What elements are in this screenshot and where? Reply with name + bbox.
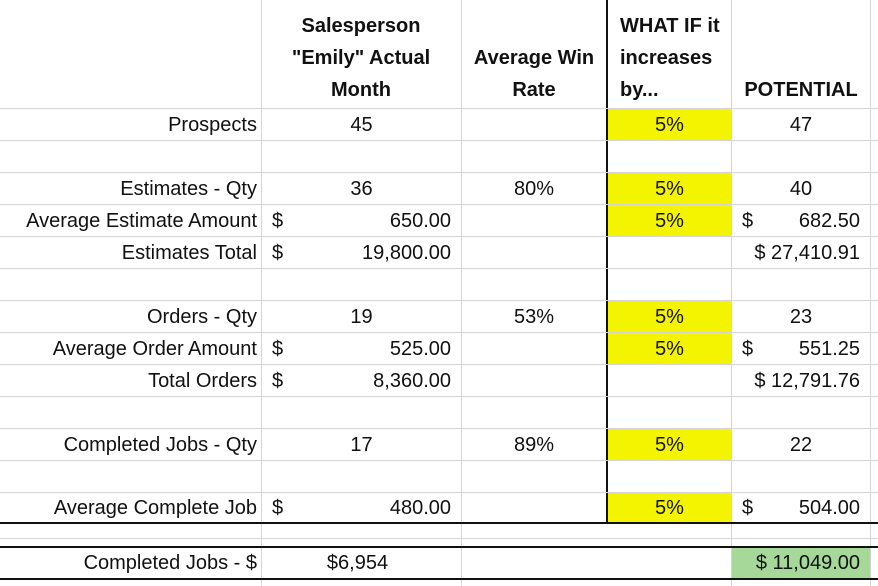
- row-label-avg-order[interactable]: Average Order Amount: [52, 337, 257, 360]
- currency-symbol: $: [272, 241, 284, 264]
- currency-symbol: $: [742, 337, 754, 360]
- row-label-estimates-qty[interactable]: Estimates - Qty: [120, 177, 257, 200]
- header-line: Rate: [512, 79, 556, 101]
- estimates-total-actual-cell[interactable]: $ 19,800.00: [262, 237, 461, 268]
- header-what-if: WHAT IF it increases by...: [608, 12, 731, 108]
- total-orders-actual: 8,360.00: [373, 369, 451, 392]
- row-label-avg-estimate[interactable]: Average Estimate Amount: [26, 209, 257, 232]
- row-divider: [0, 332, 878, 333]
- header-line: POTENTIAL: [744, 79, 858, 101]
- estimates-qty-winrate[interactable]: 80%: [513, 177, 555, 200]
- prospects-potential[interactable]: 47: [789, 113, 813, 136]
- column-divider: [731, 0, 732, 586]
- estimates-total-potential[interactable]: $ 27,410.91: [754, 241, 860, 264]
- currency-symbol: $: [272, 337, 284, 360]
- summary-top-border: [0, 546, 878, 548]
- completed-qty-potential[interactable]: 22: [789, 433, 813, 456]
- avg-estimate-whatif[interactable]: 5%: [608, 205, 731, 236]
- row-divider: [0, 300, 878, 301]
- row-divider: [0, 172, 878, 173]
- prospects-whatif[interactable]: 5%: [608, 109, 731, 140]
- orders-qty-whatif[interactable]: 5%: [608, 301, 731, 332]
- row-divider: [0, 428, 878, 429]
- header-line: increases: [620, 47, 713, 69]
- avg-estimate-potential-cell[interactable]: $ 682.50: [732, 205, 870, 236]
- orders-qty-actual[interactable]: 19: [350, 305, 373, 328]
- total-orders-actual-cell[interactable]: $ 8,360.00: [262, 365, 461, 396]
- column-divider: [261, 0, 262, 586]
- row-label-total-orders[interactable]: Total Orders: [148, 369, 257, 392]
- orders-qty-winrate[interactable]: 53%: [513, 305, 555, 328]
- prospects-actual[interactable]: 45: [350, 113, 373, 136]
- row-divider: [0, 108, 878, 109]
- avg-estimate-actual: 650.00: [389, 209, 451, 232]
- completed-qty-actual[interactable]: 17: [350, 433, 373, 456]
- row-label-prospects[interactable]: Prospects: [168, 113, 257, 136]
- avg-estimate-potential: 682.50: [798, 209, 860, 232]
- row-divider: [0, 204, 878, 205]
- row-label-completed-dollars[interactable]: Completed Jobs - $: [83, 552, 257, 574]
- currency-symbol: $: [272, 496, 284, 519]
- row-divider: [0, 492, 878, 493]
- currency-symbol: $: [742, 209, 754, 232]
- header-line: WHAT IF it: [620, 15, 720, 37]
- row-divider: [0, 364, 878, 365]
- currency-symbol: $: [742, 496, 754, 519]
- row-label-estimates-total[interactable]: Estimates Total: [121, 241, 257, 264]
- completed-qty-whatif[interactable]: 5%: [608, 429, 731, 460]
- estimates-qty-actual[interactable]: 36: [350, 177, 373, 200]
- header-average-win-rate: Average Win Rate: [462, 12, 606, 108]
- row-label-orders-qty[interactable]: Orders - Qty: [146, 305, 257, 328]
- row-label-completed-qty[interactable]: Completed Jobs - Qty: [63, 433, 257, 456]
- avg-complete-actual-cell[interactable]: $ 480.00: [262, 493, 461, 522]
- estimates-qty-whatif[interactable]: 5%: [608, 173, 731, 204]
- avg-order-actual-cell[interactable]: $ 525.00: [262, 333, 461, 364]
- orders-qty-potential[interactable]: 23: [789, 305, 813, 328]
- header-line: Average Win: [473, 47, 595, 69]
- row-divider: [0, 140, 878, 141]
- summary-bottom-border: [0, 578, 878, 580]
- row-divider: [0, 268, 878, 269]
- header-line: Salesperson: [301, 15, 421, 37]
- header-line: Month: [331, 79, 391, 101]
- avg-order-whatif[interactable]: 5%: [608, 333, 731, 364]
- avg-order-potential: 551.25: [798, 337, 860, 360]
- completed-dollars-actual[interactable]: $6,954: [326, 552, 389, 574]
- header-actual-month: Salesperson "Emily" Actual Month: [261, 12, 461, 108]
- estimates-qty-potential[interactable]: 40: [789, 177, 813, 200]
- avg-estimate-actual-cell[interactable]: $ 650.00: [262, 205, 461, 236]
- currency-symbol: $: [272, 209, 284, 232]
- completed-qty-winrate[interactable]: 89%: [513, 433, 555, 456]
- column-divider: [870, 0, 871, 586]
- avg-order-potential-cell[interactable]: $ 551.25: [732, 333, 870, 364]
- row-divider: [0, 538, 878, 539]
- what-if-border: [606, 0, 608, 522]
- avg-order-actual: 525.00: [389, 337, 451, 360]
- row-divider: [0, 396, 878, 397]
- avg-complete-potential-cell[interactable]: $ 504.00: [732, 493, 870, 522]
- estimates-total-actual: 19,800.00: [362, 241, 451, 264]
- row-label-avg-complete[interactable]: Average Complete Job: [53, 496, 257, 519]
- header-potential: POTENTIAL: [732, 12, 870, 108]
- currency-symbol: $: [272, 369, 284, 392]
- header-line: by...: [620, 79, 659, 101]
- row-divider: [0, 460, 878, 461]
- avg-complete-actual: 480.00: [389, 496, 451, 519]
- completed-dollars-potential[interactable]: $ 11,049.00: [732, 548, 870, 578]
- header-line: "Emily" Actual: [291, 47, 431, 69]
- row-divider: [0, 236, 878, 237]
- total-orders-potential[interactable]: $ 12,791.76: [754, 369, 860, 392]
- avg-complete-potential: 504.00: [798, 496, 860, 519]
- column-divider: [461, 0, 462, 586]
- table-bottom-border: [0, 522, 878, 524]
- avg-complete-whatif[interactable]: 5%: [608, 493, 731, 522]
